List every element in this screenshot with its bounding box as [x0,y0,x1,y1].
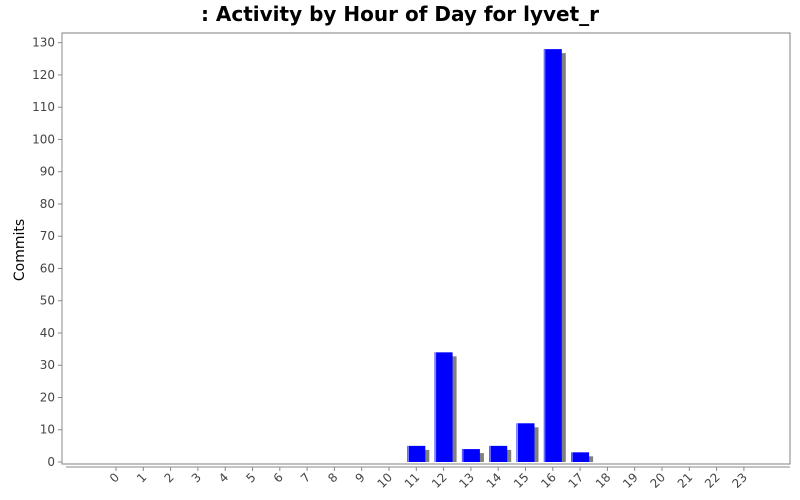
bar [543,49,562,463]
y-tick-label: 50 [40,294,55,308]
x-tick-label: 12 [429,470,450,491]
x-tick-label: 4 [216,470,231,485]
x-tick-label: 16 [538,470,559,491]
x-axis-ticks: 0 1 2 3 4 5 6 7 8 9 10 11 12 13 14 15 16 17 18 19 20 21 22 23 [107,467,750,491]
x-tick-label: 9 [353,470,368,485]
bar [571,452,590,462]
x-tick-label: 18 [593,470,614,491]
x-tick-label: 21 [675,470,696,491]
bar [516,423,535,462]
y-tick-label: 10 [40,423,55,437]
x-tick-label: 13 [456,470,477,491]
y-tick-label: 120 [32,68,55,82]
x-tick-label: 5 [243,470,258,485]
x-tick-label: 3 [189,470,204,485]
x-tick-label: 20 [647,470,668,491]
y-tick-label: 100 [32,132,55,146]
plot-frame [61,32,791,465]
x-tick-label: 10 [374,470,395,491]
x-tick-label: 17 [566,470,587,491]
y-tick-label: 0 [47,455,55,469]
y-tick-label: 60 [40,261,55,275]
bar [407,445,426,462]
x-tick-label: 22 [702,470,723,491]
bar [434,352,453,462]
y-tick-label: 20 [40,390,55,404]
x-tick-label: 2 [161,470,176,485]
y-tick-label: 130 [32,36,55,50]
y-axis-ticks: 0 10 20 30 40 50 60 70 80 90 100 110 120 130 [32,36,62,469]
y-axis-label: Commits [12,219,28,281]
x-tick-label: 7 [298,470,313,485]
x-tick-label: 23 [729,470,750,491]
y-tick-label: 30 [40,358,55,372]
x-tick-label: 19 [620,470,641,491]
bar [461,449,480,462]
y-tick-label: 90 [40,165,55,179]
x-tick-label: 6 [271,470,286,485]
x-tick-label: 0 [107,470,122,485]
x-tick-label: 14 [484,470,505,491]
y-tick-label: 40 [40,326,55,340]
y-tick-label: 70 [40,229,55,243]
y-tick-label: 110 [32,100,55,114]
x-tick-label: 15 [511,470,532,491]
y-tick-label: 80 [40,197,55,211]
x-tick-label: 1 [134,470,149,485]
chart-title: : Activity by Hour of Day for lyvet_r [200,2,600,26]
bars [407,49,594,463]
bar [489,445,508,462]
x-tick-label: 11 [402,470,423,491]
x-tick-label: 8 [325,470,340,485]
